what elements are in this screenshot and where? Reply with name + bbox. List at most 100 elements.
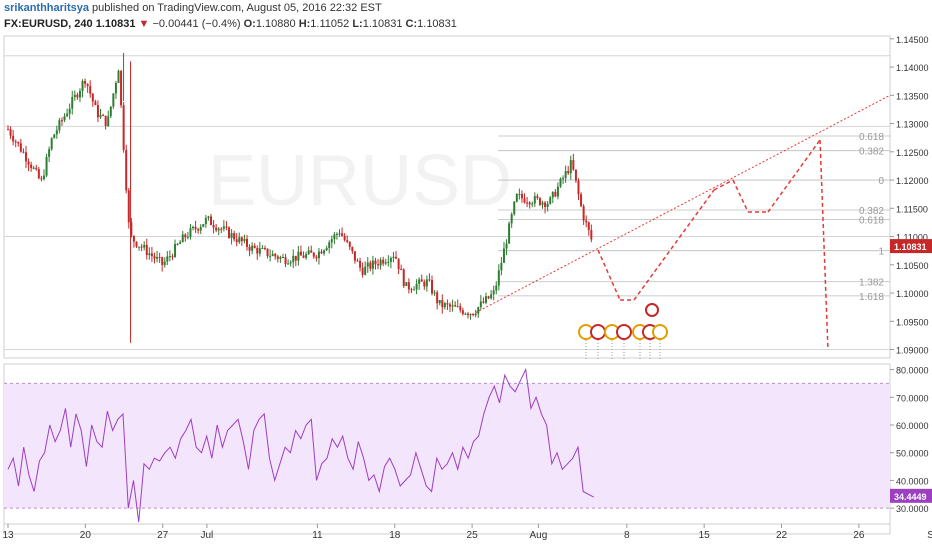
up-candle — [556, 186, 559, 197]
time-tick-label: Jul — [201, 530, 214, 541]
down-candle — [353, 251, 356, 261]
up-candle — [189, 228, 192, 237]
down-candle — [554, 191, 557, 197]
down-candle — [197, 229, 200, 231]
down-candle — [538, 197, 541, 205]
up-candle — [32, 167, 35, 169]
up-candle — [251, 245, 254, 251]
symbol-label[interactable]: FX:EURUSD, 240 — [4, 18, 93, 30]
price-tick-label: 1.11500 — [896, 204, 928, 214]
down-candle — [194, 226, 197, 230]
up-candle — [384, 262, 387, 264]
down-candle — [402, 269, 405, 286]
time-tick-label: 22 — [776, 530, 788, 541]
down-candle — [284, 257, 287, 265]
down-candle — [400, 269, 403, 271]
up-candle — [559, 178, 562, 187]
down-candle — [294, 255, 297, 261]
publisher-line: srikanthharitsya published on TradingVie… — [4, 2, 382, 14]
down-candle — [96, 105, 99, 118]
open-value: 1.10880 — [255, 18, 296, 30]
time-tick-label: 13 — [2, 530, 14, 541]
fib-level-label: 1 — [878, 247, 884, 258]
up-candle — [78, 90, 81, 98]
time-tick-label: 15 — [699, 530, 711, 541]
down-candle — [310, 250, 313, 253]
up-candle — [179, 242, 182, 244]
down-candle — [410, 289, 413, 291]
down-candle — [466, 313, 469, 316]
up-candle — [68, 108, 71, 114]
up-candle — [474, 313, 477, 316]
rsi-tick-label: 40.0000 — [896, 476, 929, 486]
up-candle — [508, 223, 511, 244]
time-tick-label: 20 — [80, 530, 92, 541]
down-candle — [420, 279, 423, 282]
down-candle — [436, 292, 439, 304]
down-candle — [27, 161, 30, 165]
up-candle — [379, 259, 382, 266]
down-candle — [125, 149, 128, 191]
up-candle — [99, 114, 102, 118]
down-candle — [235, 239, 238, 243]
projection-arrow — [713, 179, 734, 191]
economic-event-icon — [652, 324, 668, 340]
down-candle — [472, 314, 475, 316]
down-candle — [590, 229, 593, 240]
up-candle — [533, 196, 536, 204]
down-candle — [248, 246, 251, 251]
up-candle — [202, 224, 205, 227]
down-candle — [37, 169, 40, 179]
up-candle — [541, 202, 544, 205]
down-candle — [12, 135, 15, 142]
down-candle — [315, 256, 318, 259]
down-candle — [461, 310, 464, 315]
down-candle — [14, 141, 17, 143]
up-candle — [243, 238, 246, 242]
down-candle — [523, 198, 526, 203]
low-label: L: — [352, 18, 363, 30]
price-tick-label: 1.11000 — [896, 233, 928, 243]
down-candle — [215, 227, 218, 231]
price-pane-border — [3, 35, 891, 359]
down-candle — [302, 255, 305, 258]
up-candle — [451, 305, 454, 307]
up-candle — [269, 255, 272, 257]
up-candle — [418, 279, 421, 284]
down-candle — [145, 244, 148, 256]
up-candle — [502, 248, 505, 263]
up-candle — [317, 251, 320, 259]
down-candle — [76, 94, 79, 98]
down-candle — [35, 167, 38, 170]
fib-level-label: 1.618 — [859, 292, 884, 303]
down-candle — [245, 238, 248, 247]
up-candle — [433, 292, 436, 294]
down-candle — [577, 180, 580, 195]
up-candle — [199, 226, 202, 231]
up-candle — [425, 279, 428, 287]
up-candle — [325, 247, 328, 251]
up-candle — [81, 81, 84, 91]
up-candle — [307, 250, 310, 255]
price-tick-label: 1.14000 — [896, 63, 929, 73]
high-value: 1.11052 — [310, 18, 350, 30]
rsi-tick-label: 60.0000 — [896, 421, 929, 431]
author-link[interactable]: srikanthharitsya — [4, 2, 89, 14]
up-candle — [500, 262, 503, 271]
up-candle — [207, 216, 210, 218]
up-candle — [222, 226, 225, 229]
economic-event-icon — [645, 303, 659, 317]
down-candle — [150, 253, 153, 257]
down-candle — [253, 245, 256, 248]
down-candle — [348, 241, 351, 247]
down-candle — [520, 194, 523, 199]
projection-arrow — [819, 139, 829, 351]
up-candle — [261, 247, 264, 249]
up-candle — [186, 236, 189, 238]
down-candle — [359, 260, 362, 268]
up-candle — [490, 294, 493, 299]
up-candle — [338, 233, 341, 235]
fib-level-label: 0 — [878, 176, 884, 187]
down-candle — [89, 86, 92, 94]
